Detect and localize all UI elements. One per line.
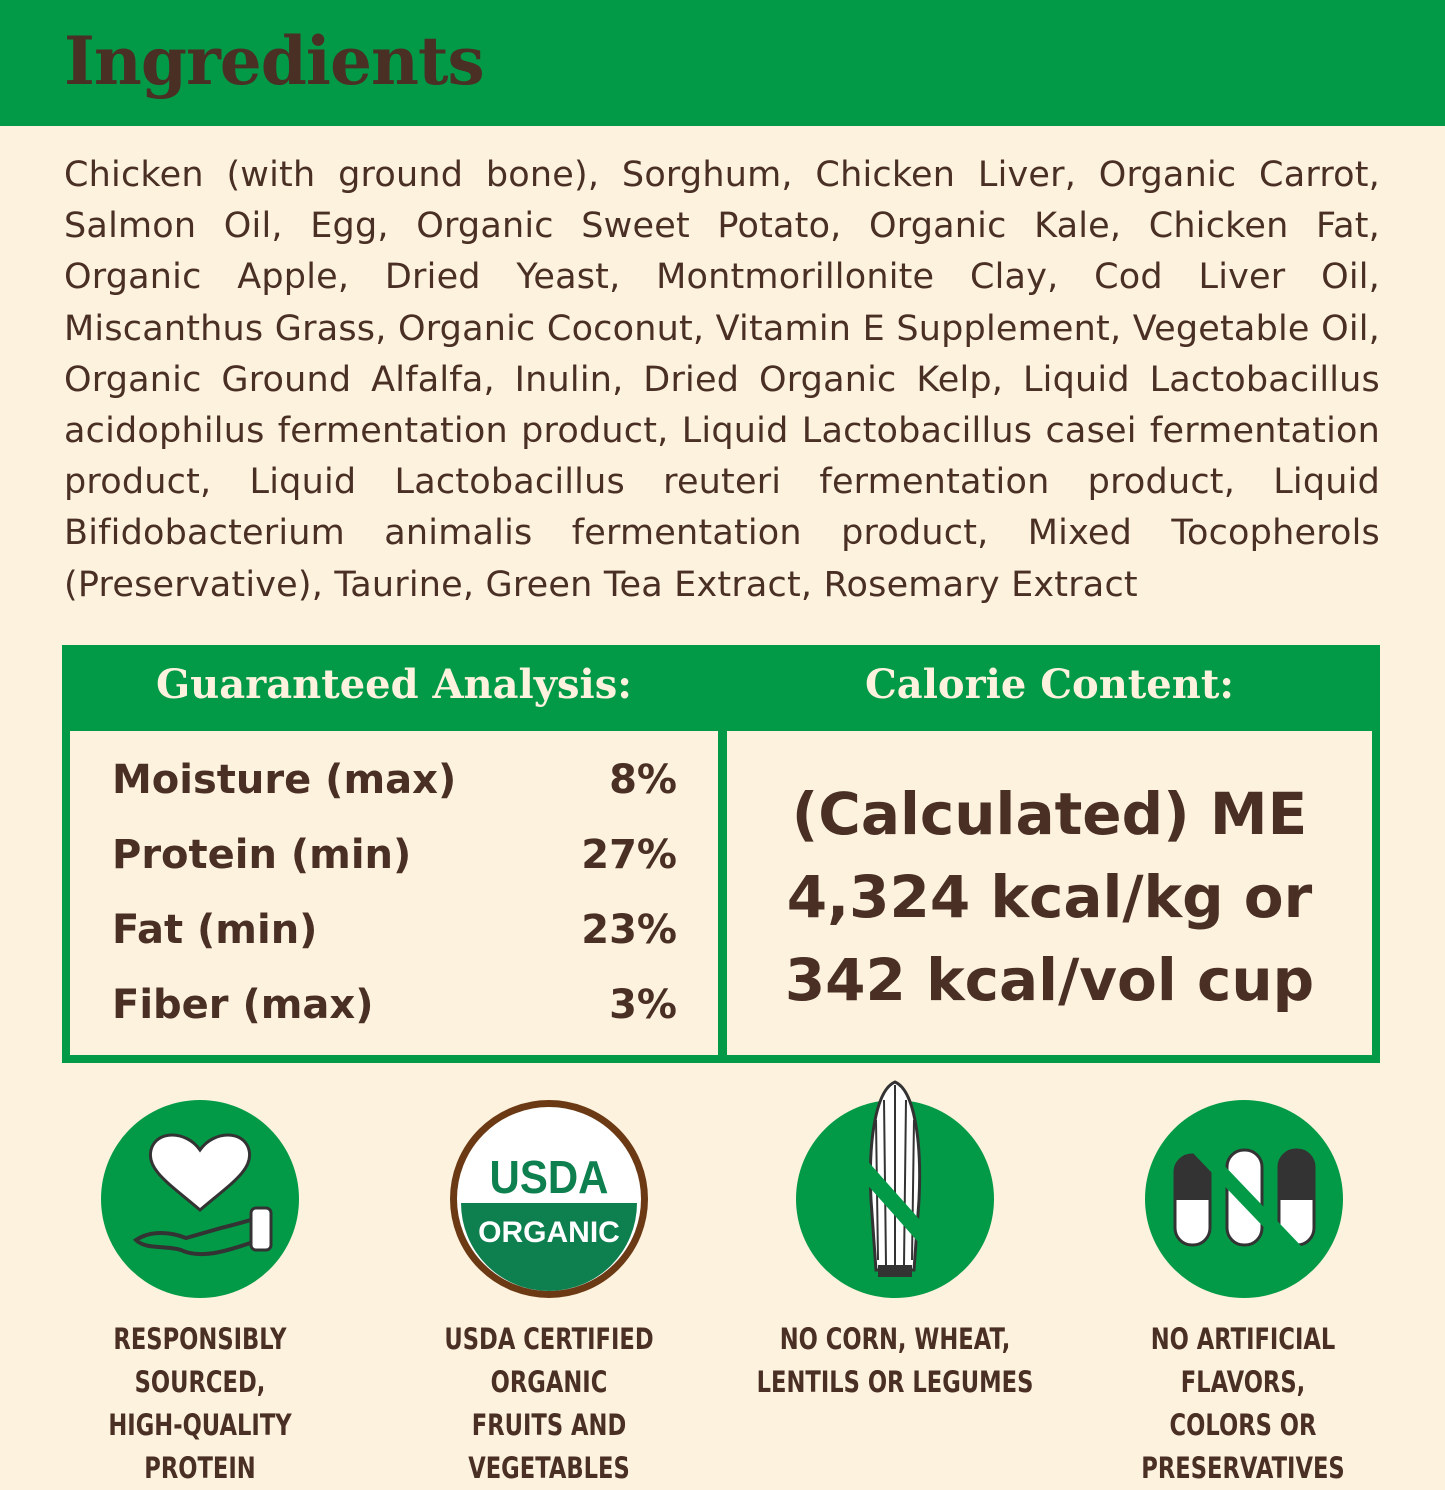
- analysis-row: Fiber (max) 3%: [112, 982, 677, 1028]
- row-value: 27%: [581, 832, 677, 878]
- row-value: 8%: [609, 757, 677, 803]
- row-label: Fat (min): [112, 907, 318, 953]
- analysis-heading: Guaranteed Analysis:: [156, 661, 632, 708]
- row-label: Fiber (max): [112, 982, 374, 1028]
- nutrition-table: Guaranteed Analysis: Calorie Content: Mo…: [62, 645, 1380, 1063]
- calorie-cell: (Calculated) ME 4,324 kcal/kg or 342 kca…: [727, 731, 1372, 1055]
- badge-caption: RESPONSIBLY SOURCED, HIGH-QUALITY PROTEIN: [108, 1322, 292, 1485]
- heart-hand-icon: [101, 1100, 299, 1298]
- calorie-line: (Calculated) ME: [791, 780, 1308, 848]
- analysis-row: Protein (min) 27%: [112, 832, 677, 878]
- row-value: 3%: [609, 982, 677, 1028]
- seal-usda: USDA: [490, 1152, 609, 1203]
- calorie-line: 4,324 kcal/kg or: [786, 863, 1313, 931]
- calorie-line: 342 kcal/vol cup: [784, 946, 1315, 1014]
- calorie-heading: Calorie Content:: [864, 661, 1235, 708]
- no-pills-icon: [1145, 1100, 1343, 1298]
- ingredients-list: Chicken (with ground bone), Sorghum, Chi…: [64, 155, 1380, 605]
- analysis-cell: Moisture (max) 8% Protein (min) 27% Fat (m…: [70, 731, 718, 1055]
- row-value: 23%: [581, 907, 677, 953]
- no-corn-icon: [796, 1080, 994, 1298]
- analysis-row: Moisture (max) 8%: [112, 757, 677, 803]
- row-label: Protein (min): [112, 832, 412, 878]
- seal-organic: ORGANIC: [478, 1216, 620, 1249]
- page-title: Ingredients: [64, 22, 485, 100]
- badge-caption: USDA CERTIFIED ORGANIC FRUITS AND VEGETAB…: [444, 1322, 654, 1485]
- usda-organic-seal: USDA ORGANIC: [450, 1100, 648, 1298]
- header-bar: [0, 0, 1445, 126]
- badge-caption: NO ARTIFICIAL FLAVORS, COLORS OR PRESERVA…: [1141, 1322, 1345, 1485]
- calorie-text: (Calculated) ME 4,324 kcal/kg or 342 kca…: [727, 773, 1372, 1022]
- badge-caption: NO CORN, WHEAT, LENTILS OR LEGUMES: [756, 1322, 1034, 1399]
- row-label: Moisture (max): [112, 757, 457, 803]
- analysis-row: Fat (min) 23%: [112, 907, 677, 953]
